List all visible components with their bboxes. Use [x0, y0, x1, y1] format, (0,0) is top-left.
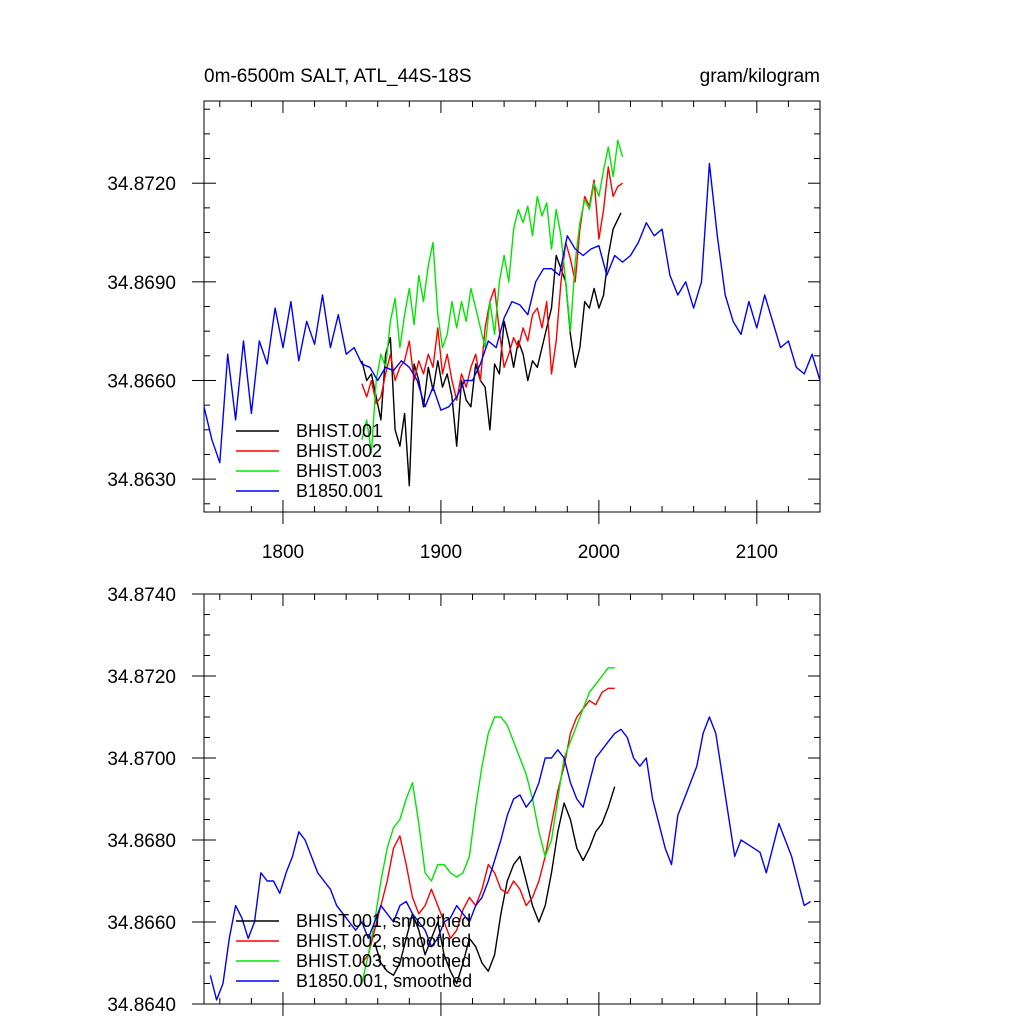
x-tick-label: 2000 — [578, 542, 620, 563]
y-tick-label: 34.8680 — [107, 831, 176, 852]
x-tick-label: 2100 — [736, 542, 778, 563]
y-tick-label: 34.8720 — [107, 667, 176, 688]
series-line-bhist-003-smoothed — [361, 667, 615, 984]
legend-label: BHIST.001, smoothed — [296, 911, 471, 931]
legend-label: B1850.001, smoothed — [296, 971, 472, 991]
legend-label: BHIST.003 — [296, 461, 382, 481]
series-line-bhist-001-smoothed — [373, 786, 616, 985]
top-panel: 0m-6500m SALT, ATL_44S-18S gram/kilogram… — [107, 66, 821, 563]
series-line-b1850-001-smoothed — [209, 716, 811, 1001]
y-tick-label: 34.8660 — [107, 913, 176, 934]
legend-label: BHIST.003, smoothed — [296, 951, 471, 971]
y-tick-label: 34.8660 — [107, 371, 176, 392]
legend-label: BHIST.002, smoothed — [296, 931, 471, 951]
y-tick-label: 34.8630 — [107, 470, 176, 491]
series-line-b1850-001 — [203, 162, 821, 464]
units-label: gram/kilogram — [700, 66, 820, 87]
y-tick-label: 34.8640 — [107, 995, 176, 1016]
y-tick-label: 34.8740 — [107, 585, 176, 606]
series-line-bhist-002-smoothed — [361, 687, 615, 964]
series-line-bhist-003 — [361, 139, 624, 454]
legend-label: B1850.001 — [296, 481, 383, 501]
y-tick-label: 34.8690 — [107, 273, 176, 294]
x-tick-label: 1900 — [420, 542, 462, 563]
series-line-bhist-002 — [361, 166, 623, 405]
series-line-bhist-001 — [361, 212, 622, 487]
y-tick-label: 34.8720 — [107, 174, 176, 195]
legend-label: BHIST.001 — [296, 421, 382, 441]
y-tick-label: 34.8700 — [107, 749, 176, 770]
x-tick-label: 1800 — [262, 542, 304, 563]
chart-title: 0m-6500m SALT, ATL_44S-18S — [204, 66, 472, 87]
legend-label: BHIST.002 — [296, 441, 382, 461]
bottom-panel: 34.8640 34.8660 34.8680 34.8700 34.8720 34.87… — [107, 585, 821, 1016]
